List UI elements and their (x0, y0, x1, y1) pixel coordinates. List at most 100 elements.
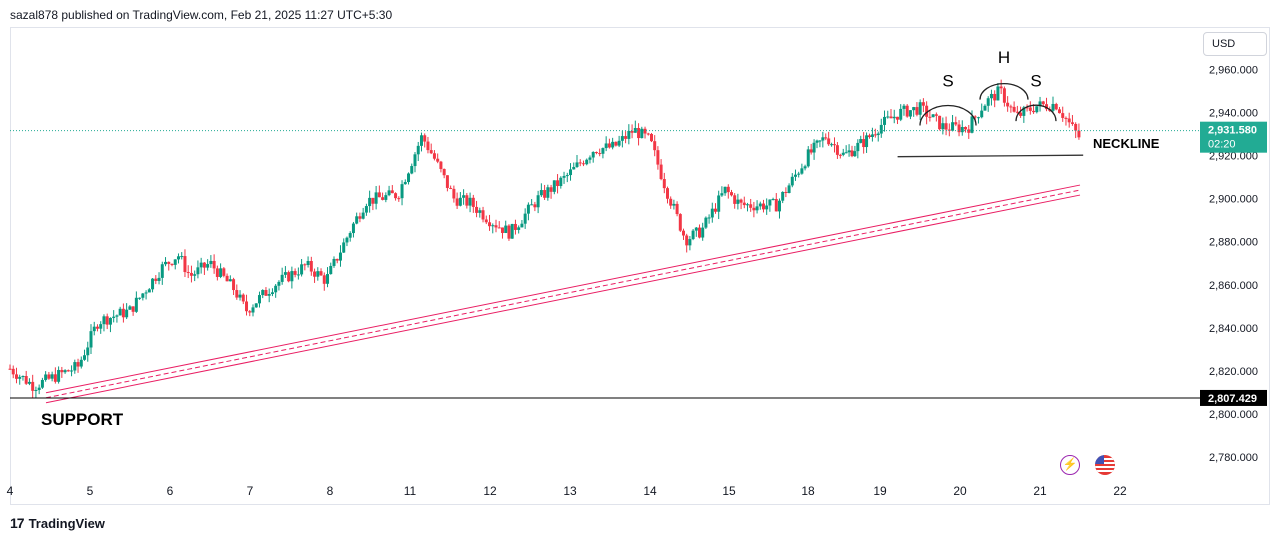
candle-body[interactable] (781, 191, 785, 201)
candle-body[interactable] (423, 135, 427, 142)
candle-body[interactable] (338, 252, 342, 261)
candle-body[interactable] (73, 362, 77, 371)
candle-body[interactable] (681, 230, 685, 236)
candle-body[interactable] (653, 141, 657, 151)
candle-body[interactable] (912, 107, 916, 111)
candle-body[interactable] (70, 370, 74, 372)
candle-body[interactable] (665, 188, 669, 199)
candle-body[interactable] (925, 105, 929, 117)
candle-body[interactable] (173, 259, 177, 265)
candle-body[interactable] (121, 308, 125, 318)
candle-body[interactable] (465, 195, 469, 206)
candle-body[interactable] (1067, 118, 1071, 123)
candle-body[interactable] (777, 200, 781, 212)
candle-body[interactable] (429, 150, 433, 154)
candle-body[interactable] (394, 193, 398, 199)
candle-body[interactable] (726, 186, 730, 193)
candle-body[interactable] (397, 198, 401, 200)
candle-body[interactable] (1064, 117, 1068, 119)
candle-body[interactable] (1045, 104, 1049, 110)
candle-body[interactable] (598, 153, 602, 155)
candle-body[interactable] (803, 166, 807, 169)
lightning-icon[interactable]: ⚡ (1060, 455, 1080, 475)
candle-body[interactable] (222, 268, 226, 276)
candle-body[interactable] (47, 374, 51, 379)
us-flag-icon[interactable] (1095, 455, 1115, 475)
candle-body[interactable] (787, 185, 791, 193)
candle-body[interactable] (717, 195, 721, 212)
candle-body[interactable] (624, 136, 628, 139)
candle-body[interactable] (287, 272, 291, 282)
candle-body[interactable] (908, 110, 912, 117)
candle-body[interactable] (76, 362, 80, 367)
candle-body[interactable] (749, 204, 753, 208)
candle-body[interactable] (633, 128, 637, 133)
candle-body[interactable] (432, 153, 436, 159)
candle-body[interactable] (771, 198, 775, 200)
candle-body[interactable] (701, 227, 705, 238)
candle-body[interactable] (257, 295, 261, 304)
candle-body[interactable] (996, 86, 1000, 101)
candle-body[interactable] (739, 199, 743, 203)
candle-body[interactable] (66, 370, 70, 372)
candle-body[interactable] (611, 141, 615, 148)
candle-body[interactable] (809, 149, 813, 153)
candle-body[interactable] (867, 135, 871, 138)
candle-body[interactable] (572, 166, 576, 170)
candle-body[interactable] (980, 110, 984, 118)
candle-body[interactable] (449, 187, 453, 189)
channel-midline[interactable] (45, 189, 1081, 399)
candle-body[interactable] (309, 261, 313, 272)
candle-body[interactable] (497, 227, 501, 229)
candle-body[interactable] (254, 303, 258, 308)
candle-body[interactable] (180, 256, 184, 258)
candle-body[interactable] (50, 374, 54, 379)
candle-body[interactable] (419, 135, 423, 146)
candle-body[interactable] (1051, 103, 1055, 111)
candle-body[interactable] (685, 235, 689, 246)
candle-body[interactable] (774, 198, 778, 212)
candle-body[interactable] (118, 308, 122, 316)
candle-body[interactable] (902, 105, 906, 109)
candle-body[interactable] (964, 126, 968, 130)
candle-body[interactable] (484, 219, 488, 223)
candle-body[interactable] (60, 369, 64, 373)
candle-body[interactable] (986, 98, 990, 106)
candle-body[interactable] (481, 210, 485, 220)
left-shoulder-arc[interactable] (919, 104, 977, 126)
candle-body[interactable] (710, 208, 714, 218)
candle-body[interactable] (755, 206, 759, 211)
candle-body[interactable] (510, 223, 514, 239)
neckline[interactable] (897, 154, 1084, 158)
candle-body[interactable] (202, 262, 206, 268)
candle-body[interactable] (549, 187, 553, 192)
candle-body[interactable] (892, 116, 896, 119)
candle-body[interactable] (92, 326, 96, 332)
candle-body[interactable] (552, 180, 556, 192)
candle-body[interactable] (983, 105, 987, 111)
candle-body[interactable] (245, 301, 249, 312)
candle-body[interactable] (841, 152, 845, 155)
candle-body[interactable] (332, 258, 336, 266)
candle-body[interactable] (157, 277, 161, 281)
candle-body[interactable] (455, 198, 459, 206)
candle-body[interactable] (752, 207, 756, 211)
candle-body[interactable] (241, 294, 245, 302)
candle-body[interactable] (976, 117, 980, 119)
candle-body[interactable] (83, 355, 87, 360)
candle-body[interactable] (377, 192, 381, 198)
candle-body[interactable] (374, 192, 378, 204)
candle-body[interactable] (387, 190, 391, 196)
candle-body[interactable] (879, 124, 883, 134)
candle-body[interactable] (280, 274, 284, 282)
candle-body[interactable] (500, 227, 504, 233)
candle-body[interactable] (581, 163, 585, 165)
candle-body[interactable] (186, 272, 190, 274)
candle-body[interactable] (793, 174, 797, 177)
candle-body[interactable] (938, 115, 942, 130)
candle-body[interactable] (400, 184, 404, 199)
candle-body[interactable] (627, 130, 631, 139)
candle-body[interactable] (614, 141, 618, 146)
candle-body[interactable] (713, 208, 717, 212)
candle-body[interactable] (14, 374, 18, 379)
